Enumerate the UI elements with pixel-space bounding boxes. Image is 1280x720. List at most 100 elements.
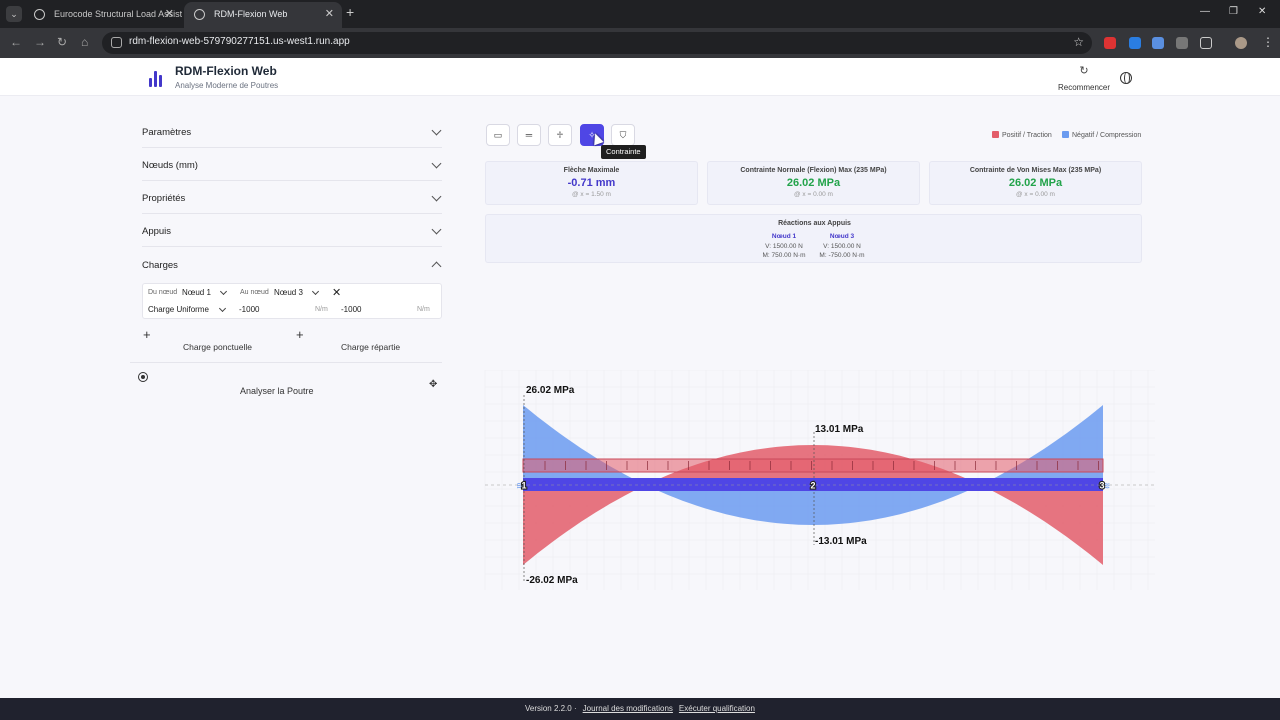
add-distributed-load-button[interactable]: Charge répartie xyxy=(341,342,401,352)
changelog-link[interactable]: Journal des modifications xyxy=(582,704,673,713)
app-title: RDM-Flexion Web xyxy=(175,64,277,78)
view-verification-button[interactable]: ⛉ xyxy=(611,124,635,146)
charge-start-input[interactable]: -1000 xyxy=(239,305,260,314)
add-point-load-button[interactable]: Charge ponctuelle xyxy=(183,342,252,352)
support-hatch-left: ≋ xyxy=(516,481,524,492)
footer: Version 2.2.0 · Journal des modifications… xyxy=(0,698,1280,720)
support-reactions-card: Réactions aux Appuis Nœud 1 V: 1500.00 N… xyxy=(485,214,1142,263)
tension-stress-area xyxy=(523,445,1103,565)
card-title: Contrainte de Von Mises Max (235 MPa) xyxy=(969,167,1102,174)
site-info-icon[interactable] xyxy=(111,37,122,48)
legend-positive-label: Positif / Traction xyxy=(1002,132,1052,139)
app-header: RDM-Flexion Web Analyse Moderne de Poutr… xyxy=(0,58,1280,96)
version-text: Version 2.2.0 · xyxy=(525,704,577,713)
legend-negative: Négatif / Compression xyxy=(1062,131,1141,139)
card-position: @ x = 1.50 m xyxy=(572,191,611,198)
back-icon[interactable]: ← xyxy=(10,35,22,49)
chevron-up-icon xyxy=(431,261,442,272)
node-label: 3 xyxy=(1099,481,1104,491)
chevron-down-icon xyxy=(219,287,228,296)
charge-end-input[interactable]: -1000 xyxy=(341,305,362,314)
language-globe-icon[interactable] xyxy=(1120,72,1132,84)
restart-button[interactable]: ↻ Recommencer xyxy=(1054,65,1114,95)
legend-negative-label: Négatif / Compression xyxy=(1072,132,1142,139)
charge-editor: Du nœud Nœud 1 Au nœud Nœud 3 ✕ Charge U… xyxy=(142,283,442,319)
reaction-node-name: Nœud 3 xyxy=(829,233,855,240)
accordion-noeuds[interactable]: Nœuds (mm) xyxy=(142,148,442,181)
browser-tab-bar: ⌄ Eurocode Structural Load Assist ✕ RDM-… xyxy=(0,0,1280,28)
tab-search-button[interactable]: ⌄ xyxy=(6,6,22,22)
add-distributed-load-plus-icon[interactable]: + xyxy=(296,327,304,342)
from-node-label: Du nœud xyxy=(148,289,178,296)
globe-icon xyxy=(34,9,45,20)
profile-avatar[interactable] xyxy=(1235,37,1247,49)
restore-icon[interactable]: ❐ xyxy=(1229,6,1238,17)
compression-stress-area xyxy=(523,405,1103,525)
close-window-icon[interactable]: ✕ xyxy=(1258,6,1267,17)
bookmark-star-icon[interactable]: ☆ xyxy=(1073,35,1084,49)
stress-diagram: ≋ ≋ 1 2 3 26.02 MPa 13.01 MPa -13.01 MPa… xyxy=(484,370,1155,590)
reaction-node-3: Nœud 3 V: 1500.00 N M: -750.00 N·m xyxy=(812,232,872,261)
reactions-title: Réactions aux Appuis xyxy=(778,220,851,227)
new-tab-button[interactable]: + xyxy=(346,4,355,20)
unit-label: N/m xyxy=(315,306,328,313)
chevron-down-icon xyxy=(431,224,442,235)
charge-type-select[interactable]: Charge Uniforme xyxy=(148,305,209,314)
extension-icon[interactable] xyxy=(1176,37,1188,49)
reload-icon[interactable]: ↻ xyxy=(57,35,68,49)
card-value: 26.02 MPa xyxy=(1008,177,1063,189)
accordion-parametres[interactable]: Paramètres xyxy=(142,115,442,148)
view-moment-button[interactable]: ♱ xyxy=(548,124,572,146)
browser-toolbar: ← → ↻ ⌂ rdm-flexion-web-579790277151.us-… xyxy=(0,28,1280,58)
accordion-charges[interactable]: Charges xyxy=(142,248,442,281)
translate-extension-icon[interactable] xyxy=(1152,37,1164,49)
forward-icon[interactable]: → xyxy=(34,35,46,49)
analyze-icon xyxy=(138,372,148,382)
accordion-appuis[interactable]: Appuis xyxy=(142,214,442,247)
stress-label-bottom-left: -26.02 MPa xyxy=(526,575,578,586)
tab-title: Eurocode Structural Load Assist xyxy=(54,9,182,19)
to-node-label: Au nœud xyxy=(240,289,269,296)
adblock-extension-icon[interactable] xyxy=(1104,37,1116,49)
reaction-node-1: Nœud 1 V: 1500.00 N M: 750.00 N·m xyxy=(754,232,814,261)
close-tab-icon[interactable]: ✕ xyxy=(164,8,174,20)
stress-label-top-mid: 13.01 MPa xyxy=(815,424,864,435)
distributed-load-band xyxy=(522,458,1104,473)
view-stress-button[interactable]: ✧ xyxy=(580,124,604,146)
address-bar[interactable]: rdm-flexion-web-579790277151.us-west1.ru… xyxy=(102,32,1092,54)
minimize-icon[interactable]: — xyxy=(1200,6,1210,17)
analyze-beam-button[interactable]: Analyser la Poutre xyxy=(240,386,314,396)
extension-icon[interactable] xyxy=(1129,37,1141,49)
url-text[interactable]: rdm-flexion-web-579790277151.us-west1.ru… xyxy=(129,36,350,47)
extensions-puzzle-icon[interactable] xyxy=(1200,37,1212,49)
card-value: 26.02 MPa xyxy=(786,177,841,189)
accordion-label: Appuis xyxy=(142,226,172,237)
reaction-moment: M: 750.00 N·m xyxy=(762,252,806,259)
browser-tab[interactable]: Eurocode Structural Load Assist ✕ xyxy=(24,2,182,28)
home-icon[interactable]: ⌂ xyxy=(81,35,89,49)
max-deflection-card: Flèche Maximale -0.71 mm @ x = 1.50 m xyxy=(485,161,698,205)
view-beam-button[interactable]: ▭ xyxy=(486,124,510,146)
delete-charge-icon[interactable]: ✕ xyxy=(332,287,342,299)
legend-swatch-positive xyxy=(992,131,999,138)
sparkle-icon[interactable]: ✥ xyxy=(429,379,438,390)
view-shear-button[interactable]: ═ xyxy=(517,124,541,146)
accordion-proprietes[interactable]: Propriétés xyxy=(142,181,442,214)
add-point-load-plus-icon[interactable]: + xyxy=(143,327,151,342)
chevron-down-icon xyxy=(431,191,442,202)
beam xyxy=(523,478,1103,491)
legend-positive: Positif / Traction xyxy=(992,131,1052,139)
chevron-down-icon xyxy=(431,158,442,169)
close-tab-icon[interactable]: ✕ xyxy=(324,8,334,20)
qualification-link[interactable]: Exécuter qualification xyxy=(678,704,755,713)
restart-label: Recommencer xyxy=(1057,83,1110,92)
from-node-select[interactable]: Nœud 1 xyxy=(182,288,211,297)
stress-label-top-left: 26.02 MPa xyxy=(526,385,575,396)
chevron-down-icon xyxy=(431,125,442,136)
unit-label: N/m xyxy=(417,306,430,313)
browser-menu-icon[interactable]: ⋮ xyxy=(1262,35,1274,49)
reaction-shear: V: 1500.00 N xyxy=(765,242,803,250)
to-node-select[interactable]: Nœud 3 xyxy=(274,288,303,297)
browser-tab-active[interactable]: RDM-Flexion Web ✕ xyxy=(184,2,342,28)
node-label: 1 xyxy=(521,481,526,491)
